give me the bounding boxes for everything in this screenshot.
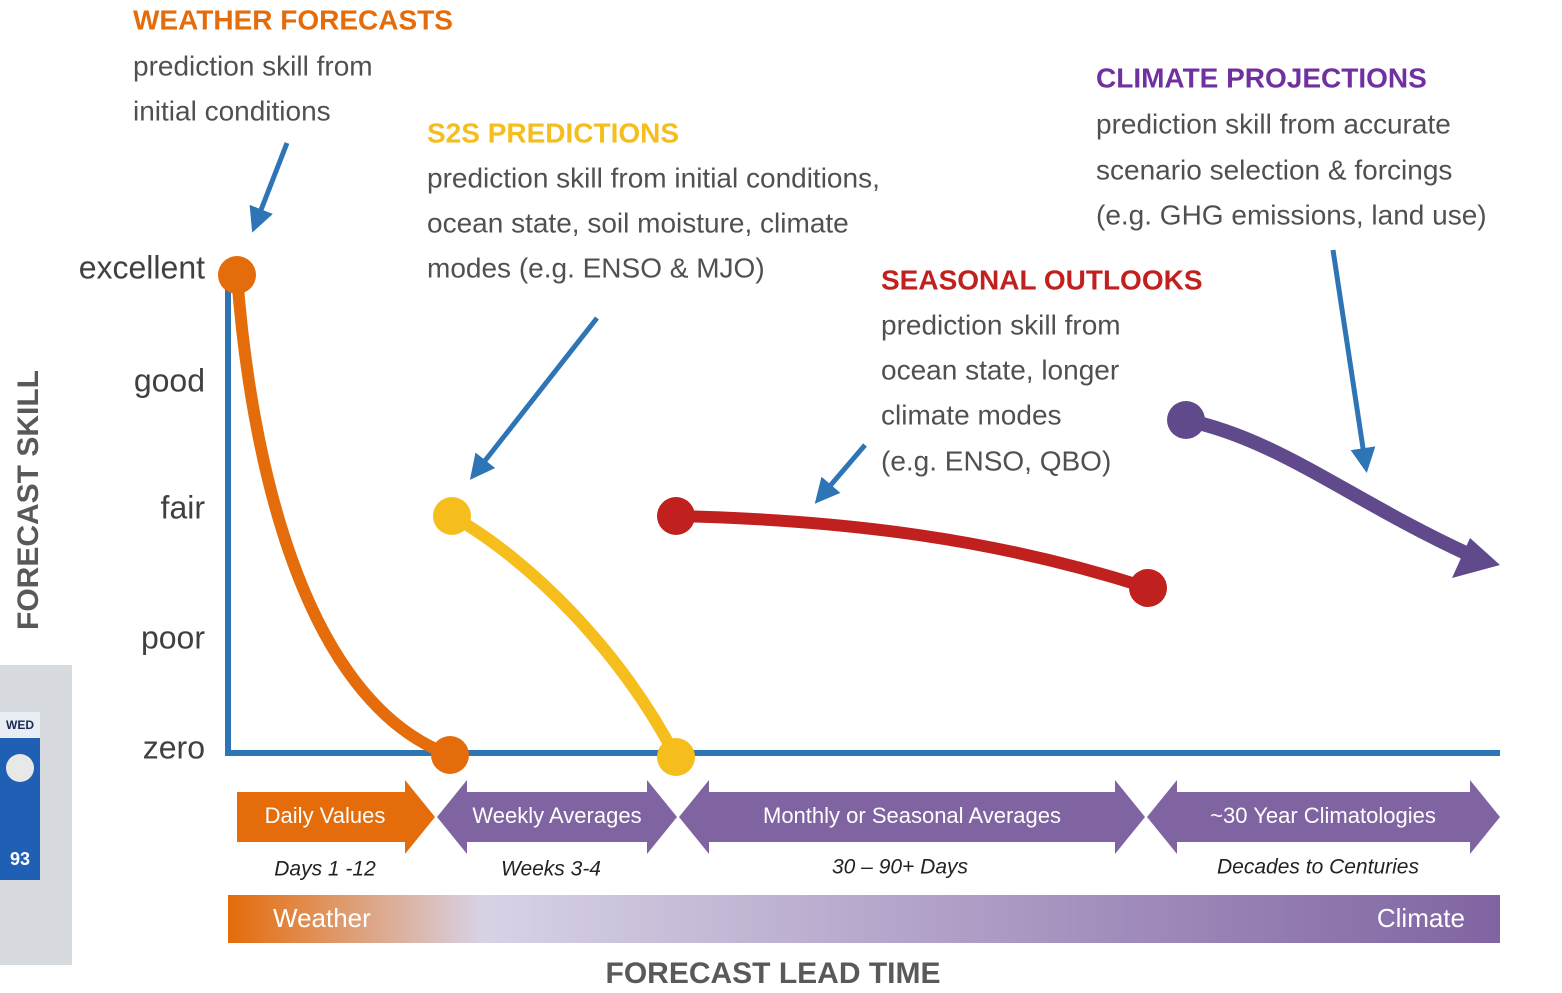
annotation: WEATHER FORECASTS prediction skill from … <box>133 4 453 126</box>
annotation-line: climate modes <box>881 399 1062 430</box>
level-label: poor <box>141 619 205 655</box>
level-label: fair <box>161 489 206 525</box>
annotation-title: WEATHER FORECASTS <box>133 4 453 35</box>
level-label: zero <box>143 729 205 765</box>
annotation: CLIMATE PROJECTIONS prediction skill fro… <box>1096 62 1487 230</box>
period-span: Days 1 -12 <box>274 858 376 881</box>
axes <box>225 280 1500 756</box>
period-band <box>237 780 435 854</box>
curve-endpoints <box>218 256 1205 776</box>
level-label: excellent <box>79 249 205 285</box>
period-band <box>679 780 1145 854</box>
period-span: Decades to Centuries <box>1217 856 1419 879</box>
y-axis-title: FORECAST SKILL <box>12 370 45 630</box>
thumbnail-temp: 93 <box>10 849 30 869</box>
period-label: Monthly or Seasonal Averages <box>763 803 1061 828</box>
annotation-line: (e.g. ENSO, QBO) <box>881 445 1111 476</box>
period-band <box>1147 780 1500 854</box>
annotation-title: SEASONAL OUTLOOKS <box>881 264 1203 295</box>
annotation-line: ocean state, longer <box>881 354 1119 385</box>
period-band <box>437 780 677 854</box>
annotation-line: scenario selection & forcings <box>1096 154 1452 185</box>
x-axis-title: FORECAST LEAD TIME <box>606 957 941 990</box>
arrow-head <box>1452 538 1500 578</box>
scale-end: Climate <box>1377 903 1465 933</box>
annotation: SEASONAL OUTLOOKS prediction skill from … <box>881 264 1203 476</box>
scale-start: Weather <box>273 903 371 933</box>
skill-curves <box>231 269 1477 763</box>
thumbnail: WED 93 <box>0 665 72 965</box>
period-label: ~30 Year Climatologies <box>1210 803 1436 828</box>
annotation-title: CLIMATE PROJECTIONS <box>1096 62 1427 93</box>
level-label: good <box>134 362 205 398</box>
annotation-title: S2S PREDICTIONS <box>427 117 679 148</box>
annotation-line: prediction skill from <box>881 309 1121 340</box>
period-label: Weekly Averages <box>472 803 641 828</box>
scale-bar <box>228 895 1500 943</box>
annotation-line: prediction skill from accurate <box>1096 108 1451 139</box>
annotation: S2S PREDICTIONS prediction skill from in… <box>427 117 880 283</box>
thumbnail-day: WED <box>6 718 34 732</box>
annotation-line: prediction skill from <box>133 50 373 81</box>
annotation-line: modes (e.g. ENSO & MJO) <box>427 252 765 283</box>
period-span: 30 – 90+ Days <box>832 856 969 879</box>
annotation-line: ocean state, soil moisture, climate <box>427 207 849 238</box>
pointer-arrows <box>249 142 1376 504</box>
annotation-line: (e.g. GHG emissions, land use) <box>1096 199 1487 230</box>
annotation-line: prediction skill from initial conditions… <box>427 162 880 193</box>
annotation-line: initial conditions <box>133 95 331 126</box>
period-span: Weeks 3-4 <box>501 858 601 881</box>
period-label: Daily Values <box>265 803 386 828</box>
